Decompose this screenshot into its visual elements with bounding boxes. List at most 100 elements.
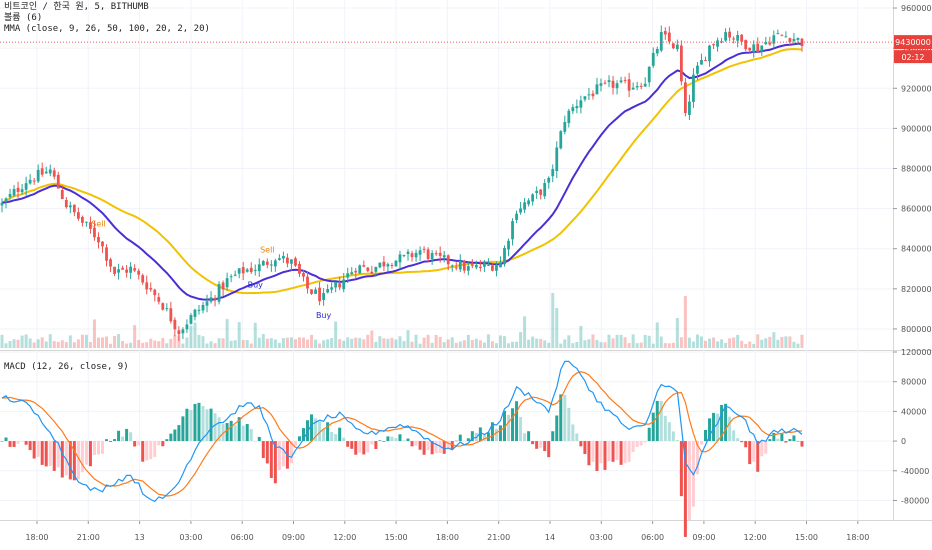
candle-body (366, 267, 370, 271)
candle (44, 166, 48, 174)
candle-body (491, 265, 494, 271)
volume-bar (619, 334, 623, 348)
candle (551, 164, 555, 183)
candle-body (583, 96, 587, 100)
macd-histogram-bar (84, 441, 88, 465)
candle (655, 46, 659, 57)
macd-histogram-bar (402, 440, 406, 442)
candle (704, 56, 707, 62)
macd-histogram-bar (169, 433, 173, 442)
candle-body (32, 180, 36, 182)
volume-bar (60, 340, 64, 348)
volume-bar (720, 339, 724, 348)
candle (511, 218, 514, 246)
candle-body (213, 297, 217, 300)
macd-histogram-bar (619, 441, 623, 465)
candle (792, 32, 796, 45)
macd-histogram-bar (181, 416, 185, 442)
macd-histogram-bar (695, 441, 699, 475)
candle-body (225, 278, 229, 288)
volume-bar (772, 332, 776, 348)
volume-bar (551, 293, 555, 348)
macd-histogram-bar (607, 441, 611, 462)
candle (261, 259, 265, 267)
volume-bar (410, 341, 414, 348)
macd-histogram-bar (193, 403, 197, 442)
candle-body (81, 216, 84, 223)
candle (760, 45, 764, 56)
candle (434, 250, 438, 257)
macd-histogram-bar (20, 441, 24, 442)
buy-marker: Buy (248, 281, 264, 290)
candle-body (474, 264, 478, 268)
ma-fast-line (1, 42, 803, 301)
volume-bar (687, 337, 691, 348)
candle (32, 177, 36, 185)
candle (688, 94, 691, 120)
candle-body (692, 74, 695, 102)
macd-histogram-bar (253, 440, 257, 442)
volume-bar (285, 337, 289, 348)
candle (768, 36, 772, 46)
candle-body (788, 38, 792, 42)
candle (418, 246, 422, 261)
candle (603, 80, 607, 85)
macd-histogram-bar (145, 441, 149, 461)
volume-bar (40, 337, 44, 348)
volume-bar (507, 343, 511, 348)
candle-body (56, 174, 60, 189)
volume-bar (398, 336, 402, 348)
volume-bar (330, 337, 334, 348)
candle (615, 80, 619, 95)
candle (89, 216, 92, 234)
candle-body (631, 87, 635, 90)
candle-body (382, 261, 386, 267)
candle-body (36, 169, 40, 182)
volume-bar (374, 341, 378, 348)
macd-legend: MACD (12, 26, close, 9) (4, 362, 129, 372)
candle-body (298, 263, 301, 274)
macd-histogram-bar (490, 422, 494, 442)
candle-body (732, 38, 736, 40)
candle-body (523, 202, 526, 210)
candle-body (511, 221, 514, 240)
volume-bar (117, 334, 121, 348)
x-tick-label: 21:00 (487, 533, 510, 542)
macd-histogram-bar (362, 441, 366, 455)
candle-body (684, 82, 687, 113)
candle (466, 260, 470, 276)
candle-body (93, 227, 96, 238)
candle (736, 30, 740, 48)
candle (286, 253, 289, 268)
candle-body (334, 281, 338, 288)
candle (611, 75, 615, 95)
volume-bar (547, 342, 551, 348)
candle-body (450, 265, 454, 267)
candle-body (322, 293, 325, 300)
macd-histogram-bar (466, 438, 470, 442)
macd-histogram-bar (587, 441, 591, 466)
candle-body (346, 273, 350, 278)
candle (20, 184, 24, 195)
price-tick-label: 8200000 (901, 285, 932, 294)
candle-body (257, 264, 261, 272)
candle-body (245, 269, 249, 272)
candle (527, 198, 531, 207)
macd-histogram-bar (358, 441, 362, 453)
candle-body (410, 253, 414, 258)
volume-bar (84, 334, 88, 348)
x-tick-label: 06:00 (231, 533, 254, 542)
volume-bar (426, 334, 430, 348)
macd-histogram-bar (44, 441, 48, 467)
candle-body (527, 200, 531, 205)
volume-bar (756, 334, 760, 348)
macd-histogram-bar (350, 441, 354, 449)
volume-bar (314, 339, 318, 348)
volume-bar (265, 338, 269, 348)
candle (414, 249, 418, 262)
candle-body (217, 284, 221, 302)
candle-body (563, 121, 567, 132)
candle-body (161, 303, 165, 310)
price-tick-label: 9000000 (901, 124, 932, 133)
